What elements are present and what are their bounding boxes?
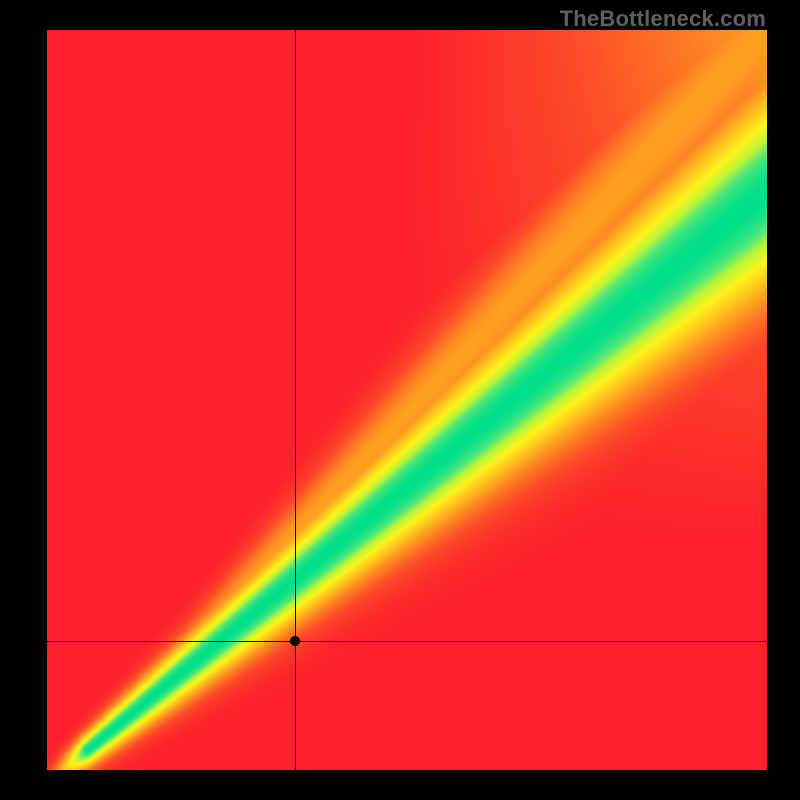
watermark-text: TheBottleneck.com (560, 6, 766, 32)
crosshair-horizontal (47, 641, 767, 642)
crosshair-vertical (295, 30, 296, 770)
heatmap-plot (47, 30, 767, 770)
heatmap-canvas (47, 30, 767, 770)
crosshair-marker-dot (290, 636, 300, 646)
